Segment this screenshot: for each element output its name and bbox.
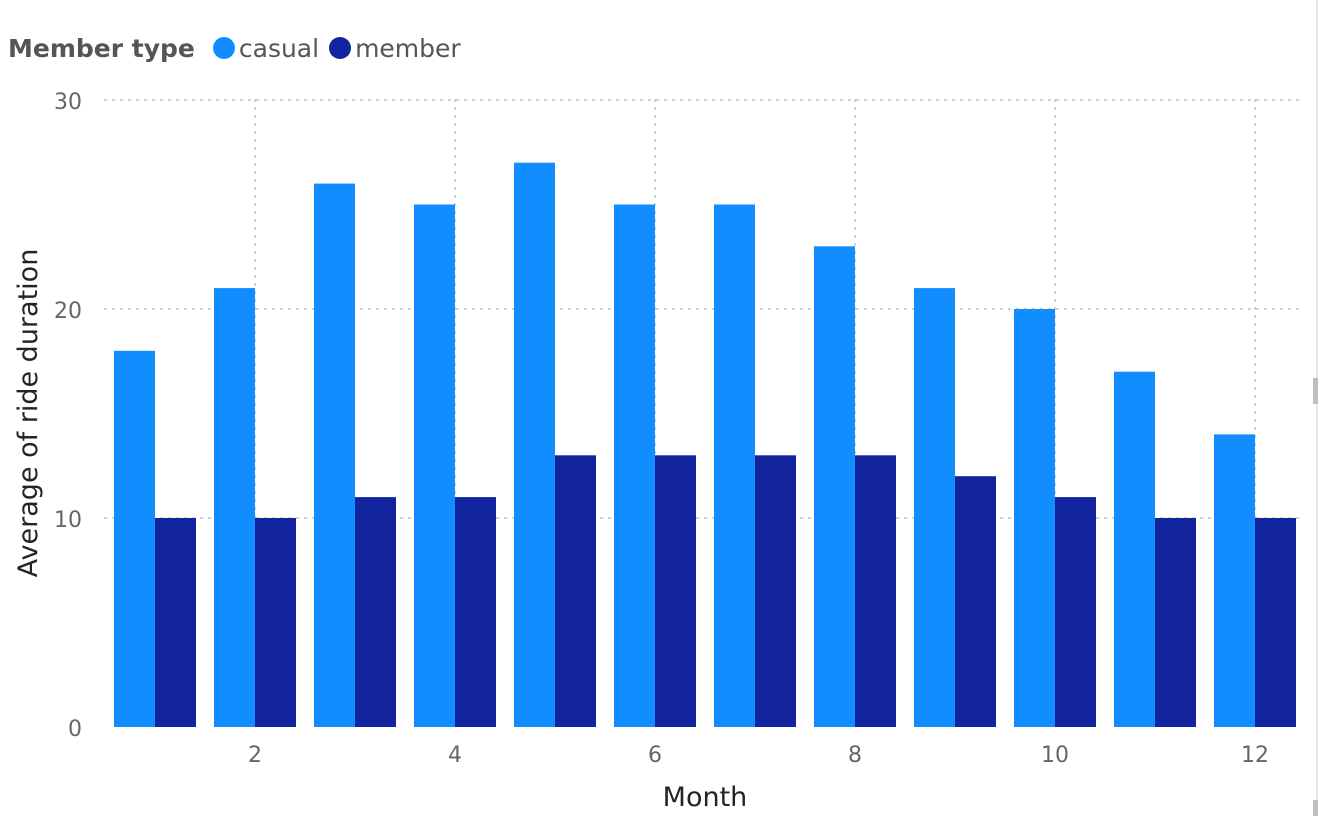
bar-member-month-9 (955, 476, 996, 727)
cropped-title-area (0, 0, 1318, 8)
bar-member-month-1 (155, 518, 196, 727)
legend-item-casual[interactable]: casual (212, 33, 320, 63)
bar-member-month-12 (1255, 518, 1296, 727)
bar-casual-month-10 (1014, 309, 1055, 727)
bar-member-month-3 (355, 497, 396, 727)
bar-member-month-2 (255, 518, 296, 727)
x-tick-label: 10 (1041, 743, 1069, 768)
bar-member-month-4 (455, 497, 496, 727)
legend-title: Member type (8, 33, 195, 63)
y-tick-label: 20 (54, 299, 82, 324)
legend: Member type casual member (8, 30, 461, 66)
bar-member-month-7 (755, 455, 796, 727)
y-tick-label: 0 (68, 717, 82, 742)
bar-member-month-8 (855, 455, 896, 727)
bar-member-month-6 (655, 455, 696, 727)
x-tick-label: 8 (848, 743, 862, 768)
bar-member-month-11 (1155, 518, 1196, 727)
bar-casual-month-12 (1214, 434, 1255, 727)
x-tick-label: 4 (448, 743, 462, 768)
x-tick-label: 2 (248, 743, 262, 768)
bar-casual-month-9 (914, 288, 955, 727)
bar-casual-month-2 (214, 288, 255, 727)
bar-casual-month-3 (314, 183, 355, 728)
legend-label-casual: casual (238, 33, 320, 63)
bar-member-month-5 (555, 455, 596, 727)
legend-item-member[interactable]: member (329, 34, 461, 63)
bar-casual-month-7 (714, 204, 755, 727)
legend-marker-member (329, 37, 352, 59)
visual-right-border (1316, 0, 1318, 816)
bar-casual-month-1 (114, 350, 155, 727)
resize-handle-bottom-right[interactable] (1313, 800, 1318, 816)
legend-label-member: member (355, 33, 461, 63)
resize-handle-right[interactable] (1313, 378, 1318, 404)
legend-marker-casual (212, 37, 235, 59)
x-tick-label: 6 (648, 743, 662, 768)
y-tick-label: 30 (54, 90, 82, 115)
bar-member-month-10 (1055, 497, 1096, 727)
y-tick-label: 10 (54, 508, 82, 533)
bar-casual-month-8 (814, 246, 855, 728)
x-tick-label: 12 (1241, 743, 1269, 768)
bar-casual-month-5 (514, 162, 555, 727)
x-axis-title: Month (663, 782, 748, 813)
bar-casual-month-11 (1114, 371, 1155, 727)
y-axis-title: Average of ride duration (13, 249, 44, 578)
bar-casual-month-4 (414, 204, 455, 727)
bar-casual-month-6 (614, 204, 655, 727)
